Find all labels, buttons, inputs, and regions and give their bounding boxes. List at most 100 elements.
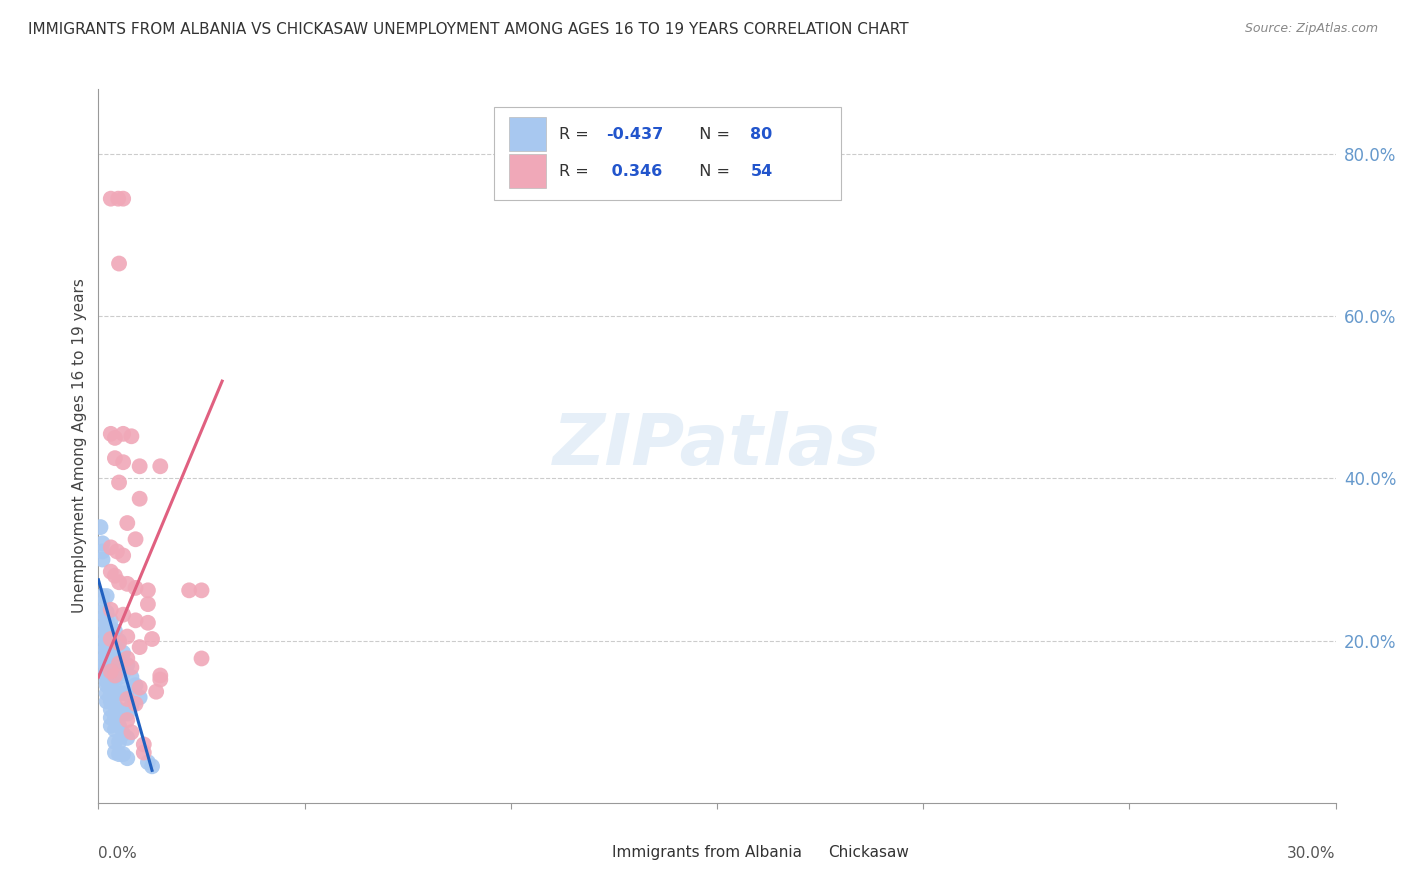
Point <box>100 632 122 646</box>
Text: 80: 80 <box>751 127 773 142</box>
Point <box>108 636 131 650</box>
Point <box>104 662 127 676</box>
Point <box>124 581 146 595</box>
Point <box>91 646 114 660</box>
Point <box>96 589 118 603</box>
Point <box>132 738 155 752</box>
Point <box>108 719 131 733</box>
Point <box>104 674 127 689</box>
Point <box>104 711 127 725</box>
Point <box>108 686 131 700</box>
Point <box>100 670 122 684</box>
Point <box>117 751 139 765</box>
Point <box>107 192 129 206</box>
Text: IMMIGRANTS FROM ALBANIA VS CHICKASAW UNEMPLOYMENT AMONG AGES 16 TO 19 YEARS CORR: IMMIGRANTS FROM ALBANIA VS CHICKASAW UNE… <box>28 22 908 37</box>
Point <box>100 654 122 668</box>
Text: R =: R = <box>558 127 593 142</box>
Point <box>100 613 122 627</box>
Point <box>91 613 114 627</box>
Point <box>91 622 114 636</box>
Point <box>145 684 167 698</box>
Point <box>104 649 127 664</box>
Point <box>112 686 135 700</box>
Point <box>96 686 118 700</box>
Point <box>100 694 122 708</box>
Point <box>179 583 201 598</box>
Point <box>108 657 131 671</box>
Point <box>128 459 150 474</box>
Point <box>108 256 131 270</box>
Point <box>120 429 142 443</box>
Point <box>100 565 122 579</box>
Point <box>108 475 131 490</box>
Point <box>117 731 139 745</box>
FancyBboxPatch shape <box>509 154 547 188</box>
Point <box>120 698 142 713</box>
Point <box>100 678 122 692</box>
Point <box>128 491 150 506</box>
Text: N =: N = <box>689 127 735 142</box>
Point <box>100 711 122 725</box>
Point <box>104 735 127 749</box>
Point <box>117 682 139 697</box>
Point <box>96 666 118 681</box>
Point <box>91 659 114 673</box>
Point <box>141 632 163 646</box>
Point <box>112 455 135 469</box>
Text: Immigrants from Albania: Immigrants from Albania <box>612 846 801 860</box>
Point <box>117 630 139 644</box>
Text: Source: ZipAtlas.com: Source: ZipAtlas.com <box>1244 22 1378 36</box>
Point <box>96 613 118 627</box>
Point <box>124 678 146 692</box>
Point <box>112 666 135 681</box>
Point <box>120 670 142 684</box>
Point <box>117 713 139 727</box>
Text: ZIPatlas: ZIPatlas <box>554 411 880 481</box>
Point <box>108 670 131 684</box>
Point <box>112 549 135 563</box>
Y-axis label: Unemployment Among Ages 16 to 19 years: Unemployment Among Ages 16 to 19 years <box>72 278 87 614</box>
Point <box>149 673 172 687</box>
Point <box>100 665 122 679</box>
Point <box>96 622 118 636</box>
Point <box>104 451 127 466</box>
Point <box>100 719 122 733</box>
Point <box>100 192 122 206</box>
Point <box>104 568 127 582</box>
Point <box>91 630 114 644</box>
Point <box>91 605 114 619</box>
Point <box>91 552 114 566</box>
Point <box>149 459 172 474</box>
Point <box>104 638 127 652</box>
Text: R =: R = <box>558 164 593 178</box>
Point <box>120 660 142 674</box>
Point <box>91 654 114 668</box>
Point <box>96 662 118 676</box>
Point <box>117 657 139 672</box>
Point <box>104 746 127 760</box>
Point <box>91 544 114 558</box>
Point <box>100 622 122 636</box>
Point <box>100 541 122 555</box>
Point <box>91 638 114 652</box>
Point <box>112 727 135 741</box>
Text: 0.0%: 0.0% <box>98 846 138 861</box>
Point <box>100 702 122 716</box>
Point <box>96 674 118 689</box>
Point <box>132 746 155 760</box>
Text: -0.437: -0.437 <box>606 127 664 142</box>
Point <box>136 615 159 630</box>
Point <box>108 575 131 590</box>
Point <box>104 431 127 445</box>
Point <box>128 690 150 705</box>
Point <box>104 723 127 737</box>
Point <box>128 681 150 695</box>
Text: Chickasaw: Chickasaw <box>828 846 910 860</box>
Text: 0.346: 0.346 <box>606 164 662 178</box>
Point <box>120 725 142 739</box>
Point <box>100 603 122 617</box>
Text: N =: N = <box>689 164 735 178</box>
Point <box>96 678 118 692</box>
Point <box>89 520 111 534</box>
Point <box>136 597 159 611</box>
